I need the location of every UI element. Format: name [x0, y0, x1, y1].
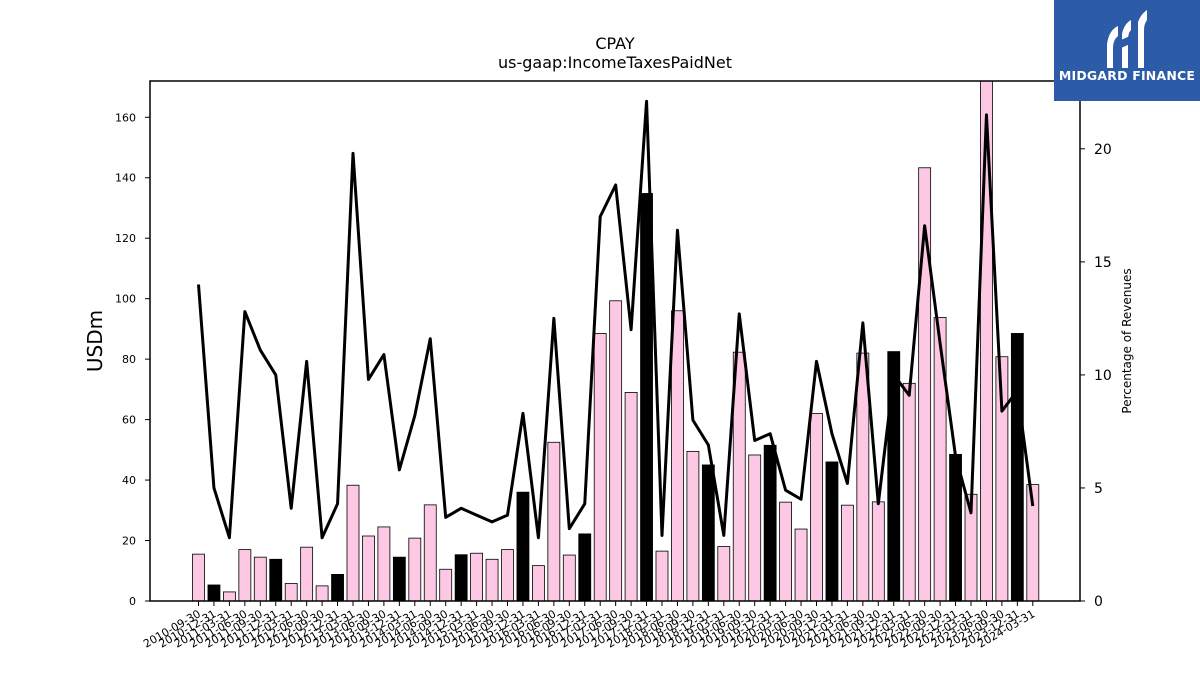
midgard-finance-logo: MIDGARD FINANCE: [1054, 0, 1200, 101]
bar: [501, 549, 514, 602]
bar: [253, 556, 267, 602]
y2-tick-label: 20: [1094, 142, 1112, 158]
bar: [222, 591, 236, 602]
bar: [423, 504, 437, 602]
y-tick-label: 120: [115, 232, 136, 245]
bar: [346, 484, 360, 602]
y-tick-label: 60: [122, 414, 136, 427]
bar: [315, 585, 329, 602]
y-axis-label: USDm: [83, 310, 107, 372]
y2-tick-label: 5: [1094, 481, 1103, 497]
bar: [284, 583, 298, 602]
bar: [871, 501, 885, 602]
bar: [902, 382, 916, 602]
bar: [887, 351, 901, 602]
bar: [269, 558, 283, 602]
bar: [624, 391, 638, 602]
bar: [547, 441, 561, 602]
y2-tick-label: 15: [1094, 255, 1112, 271]
bar: [470, 552, 484, 602]
bar: [408, 537, 422, 602]
bar: [300, 546, 314, 602]
bar: [856, 352, 870, 602]
chart-title: CPAY: [595, 34, 635, 53]
bar: [377, 526, 391, 602]
bar: [192, 553, 205, 602]
logo-text: MIDGARD FINANCE: [1058, 68, 1196, 83]
bar: [362, 535, 375, 602]
y2-tick-label: 0: [1094, 594, 1103, 610]
y-tick-label: 40: [122, 474, 136, 487]
bar: [810, 413, 823, 602]
y2-axis-label: Percentage of Revenues: [1120, 268, 1134, 413]
plot-frame: [149, 80, 1081, 602]
y-tick-label: 80: [122, 353, 136, 366]
y-tick-label: 100: [115, 293, 136, 306]
axes: 020406080100120140160051015202010-09-302…: [115, 80, 1112, 651]
y-tick-label: 0: [129, 595, 136, 608]
bar: [671, 310, 684, 602]
bar: [516, 491, 530, 602]
bar: [980, 80, 993, 602]
chart-subtitle: us-gaap:IncomeTaxesPaidNet: [498, 53, 732, 72]
bar: [717, 546, 731, 602]
logo-mark-icon: [1107, 10, 1147, 68]
bar: [841, 504, 854, 602]
bar: [748, 454, 762, 602]
bar: [454, 554, 468, 602]
bar: [686, 450, 700, 602]
percentage-line: [197, 99, 1035, 540]
y-tick-label: 160: [115, 111, 136, 124]
bar: [532, 565, 545, 602]
bar: [779, 501, 792, 602]
bar: [763, 444, 777, 602]
bar: [655, 550, 669, 602]
bar: [593, 333, 607, 602]
bar: [439, 568, 453, 602]
bar: [609, 300, 623, 602]
bar: [933, 317, 947, 602]
y2-tick-label: 10: [1094, 368, 1112, 384]
y-tick-label: 140: [115, 172, 136, 185]
bar: [825, 461, 839, 602]
bar: [238, 549, 252, 602]
bar: [794, 528, 808, 602]
bar: [1010, 333, 1024, 602]
bars: [192, 80, 1040, 602]
bar: [207, 584, 221, 602]
bar: [331, 574, 344, 602]
bar: [485, 558, 499, 602]
percentage-series-line: [197, 99, 1035, 540]
bar: [701, 464, 715, 602]
bar: [562, 554, 576, 602]
y-tick-label: 20: [122, 535, 136, 548]
bar: [578, 533, 592, 602]
bar: [392, 556, 406, 602]
